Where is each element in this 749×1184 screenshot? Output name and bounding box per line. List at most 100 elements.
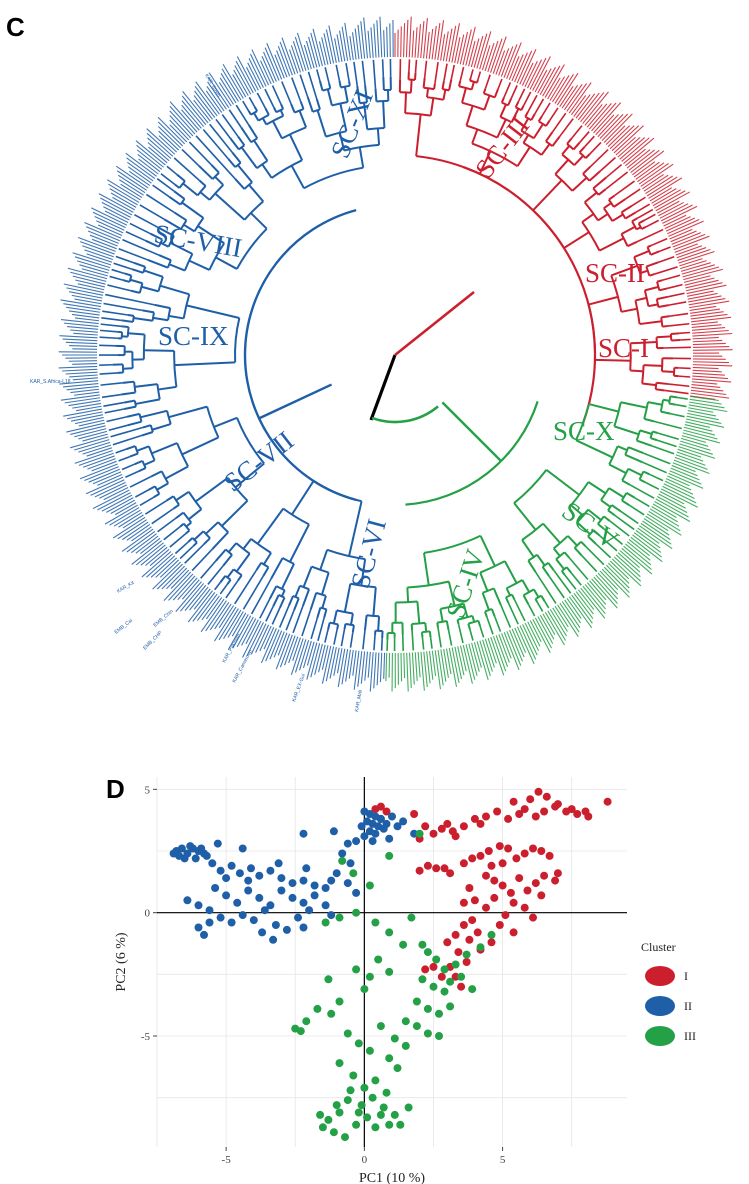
- leaf-label-tick: [169, 124, 188, 143]
- leaf-label-tick: [77, 283, 105, 291]
- leaf-label-tick: [670, 230, 697, 243]
- data-point-cluster-I: [459, 822, 468, 831]
- data-point-cluster-II: [222, 874, 231, 883]
- data-point-cluster-II: [382, 819, 391, 828]
- leaf-label-tick: [625, 543, 652, 566]
- dendrogram-branch: [500, 97, 505, 104]
- leaf-label-tick: [408, 16, 412, 58]
- leaf-label-tick: [406, 652, 409, 692]
- dendrogram-leaf-branch: [118, 455, 131, 462]
- dendrogram-arc: [655, 337, 659, 349]
- leaf-label-tick: [232, 74, 247, 98]
- leaf-label-tick: [511, 54, 524, 82]
- dendrogram-branch: [321, 595, 327, 609]
- leaf-label-tick: [97, 474, 123, 486]
- leaf-label-tick: [586, 103, 608, 128]
- dendrogram-branch: [621, 225, 636, 235]
- leaf-label-tick: [549, 609, 567, 637]
- dendrogram-arc: [600, 487, 610, 501]
- leaf-label-tick: [542, 65, 561, 97]
- dendrogram-branch: [496, 119, 507, 139]
- leaf-label-tick: [379, 652, 383, 683]
- leaf-label-tick: [503, 632, 520, 671]
- dendrogram-leaf-branch: [680, 338, 691, 341]
- leaf-label-tick: [680, 260, 707, 270]
- dendrogram-branch: [205, 521, 219, 535]
- leaf-label-tick: [645, 515, 669, 532]
- dendrogram-leaf-branch: [340, 628, 346, 647]
- data-point-cluster-III: [423, 948, 432, 957]
- leaf-label-tick: [544, 64, 565, 98]
- dendrogram-branch: [247, 110, 252, 116]
- leaf-label-tick: [277, 46, 291, 77]
- data-point-cluster-III: [371, 1123, 380, 1132]
- dendrogram-arc: [126, 326, 130, 337]
- dendrogram-branch: [551, 135, 561, 147]
- data-point-cluster-II: [346, 859, 355, 868]
- dendrogram-leaf-branch: [108, 424, 128, 432]
- leaf-name-label: KAR_EX-Gui: [291, 673, 307, 702]
- dendrogram-leaf-branch: [527, 94, 538, 113]
- leaf-label-tick: [417, 652, 421, 678]
- leaf-label-tick: [367, 30, 371, 59]
- data-point-cluster-II: [249, 916, 258, 925]
- leaf-label-tick: [333, 647, 340, 676]
- leaf-label-tick: [383, 30, 386, 58]
- data-point-cluster-III: [335, 1108, 344, 1117]
- data-point-cluster-I: [482, 812, 490, 821]
- leaf-label-tick: [669, 470, 702, 485]
- leaf-label-tick: [640, 163, 674, 187]
- data-point-cluster-III: [371, 1076, 380, 1085]
- dendrogram-branch: [521, 579, 531, 593]
- leaf-label-tick: [263, 627, 275, 650]
- data-point-cluster-I: [454, 948, 463, 957]
- leaf-label-tick: [522, 624, 538, 656]
- dendrogram-branch: [203, 537, 211, 545]
- dendrogram-leaf-branch: [527, 603, 536, 617]
- dendrogram-leaf-branch: [345, 62, 350, 82]
- dendrogram-arc: [421, 630, 430, 634]
- dendrogram-arc: [182, 294, 191, 319]
- dendrogram-branch: [358, 147, 365, 168]
- dendrogram-branch: [436, 622, 439, 628]
- leaf-label-tick: [672, 233, 706, 248]
- dendrogram-arc: [620, 492, 628, 501]
- dendrogram-leaf-branch: [570, 125, 583, 140]
- data-point-cluster-III: [435, 1009, 443, 1018]
- leaf-label-tick: [617, 552, 641, 573]
- data-point-cluster-II: [338, 849, 347, 858]
- dendrogram-leaf-branch: [429, 637, 433, 649]
- leaf-label-tick: [305, 40, 315, 69]
- leaf-label-tick: [62, 338, 98, 342]
- leaf-label-tick: [357, 24, 363, 59]
- dendrogram-branch: [581, 213, 595, 223]
- dendrogram-branch: [592, 176, 607, 190]
- dendrogram-arc: [423, 86, 435, 91]
- leaf-label-tick: [201, 595, 220, 621]
- data-point-cluster-III: [429, 982, 438, 991]
- data-point-cluster-II: [233, 898, 242, 907]
- data-point-cluster-I: [515, 874, 524, 883]
- data-point-cluster-III: [418, 940, 427, 949]
- leaf-label-tick: [367, 651, 371, 678]
- dendrogram-arc: [423, 534, 482, 554]
- dendrogram-branch: [635, 296, 647, 302]
- leaf-label-tick: [67, 267, 108, 280]
- data-point-cluster-III: [324, 1115, 333, 1124]
- dendrogram-branch: [639, 478, 646, 484]
- data-point-cluster-I: [506, 888, 515, 897]
- data-point-cluster-I: [437, 972, 446, 981]
- leaf-label-tick: [685, 418, 725, 428]
- dendrogram-leaf-branch: [620, 510, 639, 525]
- leaf-label-tick: [194, 90, 216, 118]
- leaf-label-tick: [448, 647, 458, 687]
- dendrogram-branch: [294, 585, 301, 598]
- data-point-cluster-I: [482, 903, 490, 912]
- dendrogram-branch: [533, 588, 540, 598]
- data-point-cluster-III: [404, 1103, 413, 1112]
- leaf-label-tick: [158, 130, 180, 151]
- data-point-cluster-I: [551, 876, 560, 885]
- leaf-label-tick: [265, 629, 280, 662]
- data-point-cluster-I: [504, 814, 513, 823]
- data-point-cluster-III: [385, 967, 394, 976]
